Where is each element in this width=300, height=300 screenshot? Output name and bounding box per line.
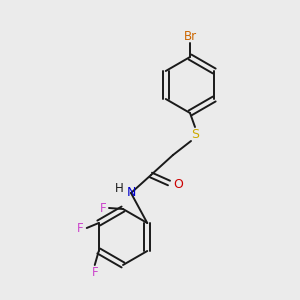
Text: F: F	[76, 223, 83, 236]
Text: F: F	[92, 266, 98, 280]
Text: F: F	[100, 202, 106, 214]
Text: Br: Br	[183, 31, 196, 44]
Text: N: N	[126, 187, 136, 200]
Text: O: O	[173, 178, 183, 191]
Text: S: S	[191, 128, 199, 142]
Text: H: H	[115, 182, 123, 194]
